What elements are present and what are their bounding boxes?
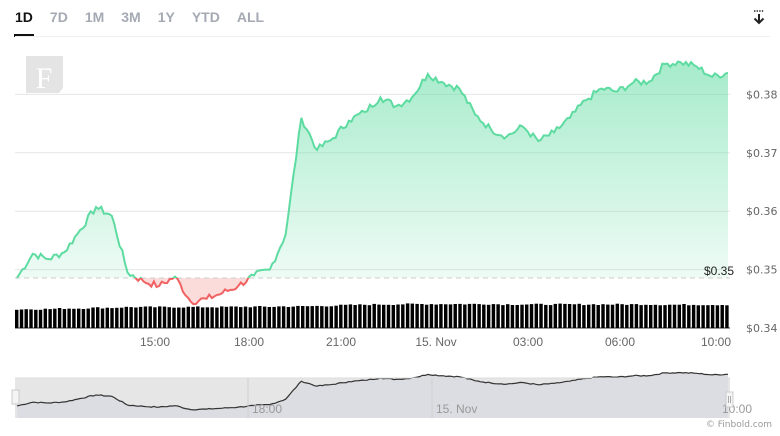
tabs-divider <box>15 36 770 37</box>
navigator[interactable]: 18:00 15. Nov 10:00 <box>11 371 752 419</box>
timeframe-tabs: 1D 7D 1M 3M 1Y YTD ALL <box>14 0 281 37</box>
tab-3m[interactable]: 3M <box>121 9 141 25</box>
price-area-up <box>17 61 728 278</box>
x-axis-label: 06:00 <box>605 335 635 349</box>
volume-bars <box>15 303 729 328</box>
tab-all[interactable]: ALL <box>236 9 265 25</box>
navigator-label: 18:00 <box>252 402 282 416</box>
x-axis-label: 03:00 <box>513 335 543 349</box>
y-axis-label: $0.36 <box>746 205 778 218</box>
navigator-right-handle[interactable] <box>725 391 734 408</box>
current-price-label: $0.35 <box>704 264 734 278</box>
y-axis-label: $0.34 <box>746 322 778 335</box>
tab-1d[interactable]: 1D <box>14 0 34 37</box>
navigator-label: 15. Nov <box>436 402 477 416</box>
y-axis-label: $0.38 <box>746 88 778 101</box>
navigator-left-handle[interactable] <box>11 389 20 405</box>
x-axis-label: 15. Nov <box>415 335 456 349</box>
price-line-up <box>16 60 729 278</box>
y-axis-label: $0.35 <box>746 264 778 277</box>
download-icon[interactable] <box>752 9 766 25</box>
price-line-down <box>17 278 250 306</box>
x-axis-label: 21:00 <box>326 335 356 349</box>
price-area-down <box>17 278 728 305</box>
finbold-credit[interactable]: © Finbold.com <box>705 420 772 430</box>
tab-1y[interactable]: 1Y <box>157 9 175 25</box>
x-axis-label: 10:00 <box>701 335 731 349</box>
navigator-line <box>16 371 729 411</box>
y-axis-label: $0.37 <box>746 147 778 160</box>
watermark-letter: F <box>36 62 53 95</box>
x-axis-label: 15:00 <box>140 335 170 349</box>
tab-7d[interactable]: 7D <box>49 9 68 25</box>
tab-ytd[interactable]: YTD <box>191 9 220 25</box>
finbold-watermark-logo: F <box>26 56 63 95</box>
x-axis-labels: 15:00 18:00 21:00 15. Nov 03:00 06:00 10:00 <box>140 335 731 349</box>
tab-1m[interactable]: 1M <box>84 9 105 25</box>
y-axis-labels: $0.38 $0.37 $0.36 $0.35 $0.34 <box>746 88 778 335</box>
x-axis-label: 18:00 <box>234 335 264 349</box>
